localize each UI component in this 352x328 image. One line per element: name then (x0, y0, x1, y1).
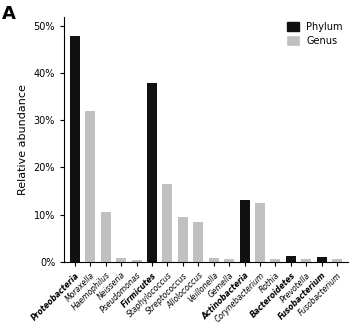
Y-axis label: Relative abundance: Relative abundance (18, 84, 28, 195)
Bar (255, 203, 265, 262)
Bar (316, 257, 327, 262)
Bar (209, 258, 219, 262)
Legend: Phylum, Genus: Phylum, Genus (284, 19, 346, 49)
Bar (270, 259, 281, 262)
Bar (116, 258, 126, 262)
Bar (332, 259, 342, 262)
Bar (286, 256, 296, 262)
Bar (101, 212, 111, 262)
Bar (178, 217, 188, 262)
Bar (301, 259, 311, 262)
Text: A: A (2, 5, 15, 23)
Bar (224, 259, 234, 262)
Bar (132, 260, 142, 262)
Bar (193, 222, 203, 262)
Bar (163, 184, 172, 262)
Bar (147, 83, 157, 262)
Bar (86, 111, 95, 262)
Bar (240, 200, 250, 262)
Bar (70, 36, 80, 262)
